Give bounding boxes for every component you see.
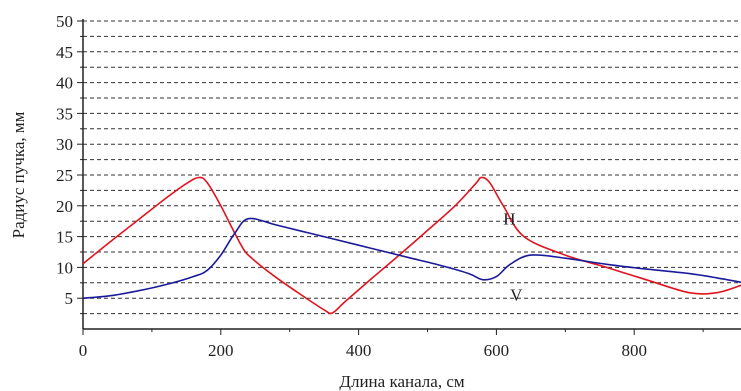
series-lines bbox=[82, 176, 741, 315]
y-tick-label: 5 bbox=[65, 289, 74, 308]
y-tick-label: 35 bbox=[56, 104, 73, 123]
series-label-h: H bbox=[503, 209, 515, 228]
series-label-v: V bbox=[510, 286, 523, 305]
y-tick-label: 25 bbox=[56, 166, 73, 185]
gridlines bbox=[83, 20, 741, 315]
y-tick-label: 10 bbox=[56, 258, 73, 277]
series-line-v bbox=[82, 217, 741, 299]
y-tick-label: 40 bbox=[56, 74, 73, 93]
y-tick-label: 45 bbox=[56, 43, 73, 62]
x-tick-label: 400 bbox=[346, 341, 372, 360]
x-tick-label: 0 bbox=[79, 341, 88, 360]
series-labels: HV bbox=[503, 209, 523, 304]
x-tick-label: 200 bbox=[208, 341, 234, 360]
y-tick-label: 15 bbox=[56, 228, 73, 247]
x-tick-label: 800 bbox=[621, 341, 647, 360]
x-tick-label: 600 bbox=[484, 341, 510, 360]
y-tick-label: 50 bbox=[56, 12, 73, 31]
y-tick-label: 20 bbox=[56, 197, 73, 216]
x-axis-title: Длина канала, см bbox=[339, 372, 464, 391]
y-tick-label: 30 bbox=[56, 135, 73, 154]
axes bbox=[82, 19, 741, 330]
tick-marks: 5 10 15 20 25 30 35 40 45 50 0 200 400 600 800 bbox=[56, 12, 704, 360]
y-axis-title: Радиус пучка, мм bbox=[9, 111, 28, 238]
series-line-h bbox=[82, 176, 741, 315]
